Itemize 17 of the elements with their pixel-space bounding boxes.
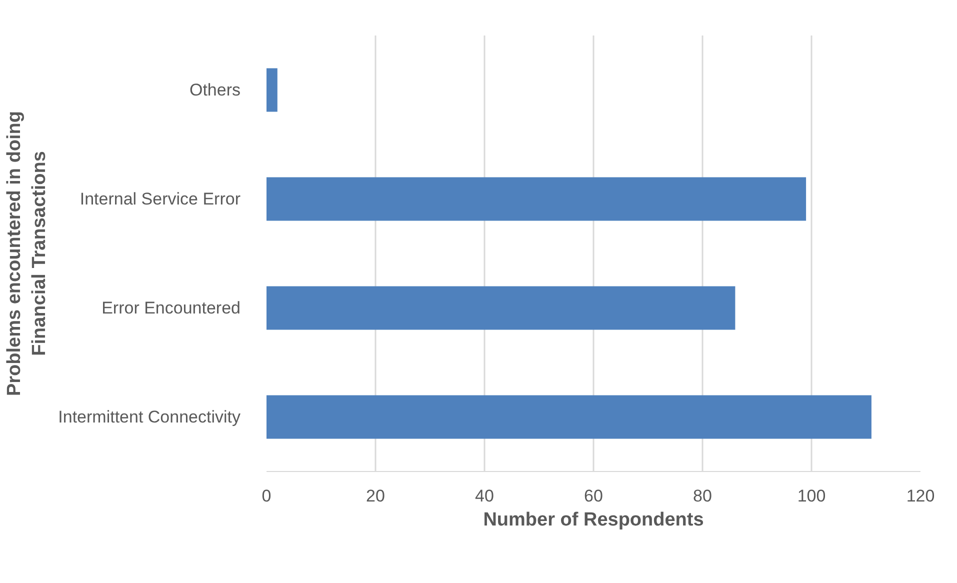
x-tick-label: 40 (475, 486, 494, 506)
x-tick-label: 60 (584, 486, 603, 506)
y-tick-label: Error Encountered (102, 298, 240, 318)
x-tick-label: 80 (693, 486, 712, 506)
bar (266, 177, 806, 221)
x-tick-label: 20 (366, 486, 385, 506)
y-tick-label: Internal Service Error (80, 190, 241, 208)
y-axis-title: Problems encountered in doing Financial Transactions (4, 110, 50, 396)
bar (266, 68, 278, 112)
bar (266, 286, 736, 330)
x-axis-title: Number of Respondents (483, 510, 704, 530)
x-tick-label: 0 (262, 486, 272, 506)
x-tick-label: 120 (906, 486, 935, 506)
x-tick-label: 100 (797, 486, 826, 506)
y-tick-label: Others (189, 80, 241, 100)
bar (266, 395, 872, 439)
y-tick-label: Intermittent Connectivity (58, 408, 241, 426)
